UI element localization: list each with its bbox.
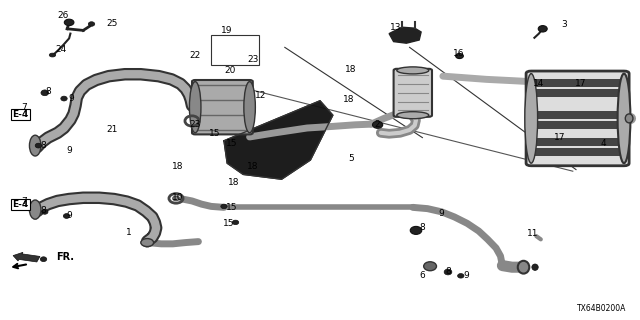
Bar (533, 138, 622, 146)
Ellipse shape (456, 53, 463, 59)
Text: 8: 8 (45, 87, 51, 96)
Polygon shape (389, 27, 421, 43)
Text: 2: 2 (375, 120, 380, 129)
Text: E-4: E-4 (12, 200, 29, 209)
Text: 9: 9 (439, 209, 444, 218)
Text: 4: 4 (600, 140, 605, 148)
Ellipse shape (173, 196, 179, 201)
Text: 25: 25 (106, 20, 118, 28)
Ellipse shape (88, 22, 95, 26)
Ellipse shape (65, 19, 74, 26)
Text: 17: 17 (554, 133, 566, 142)
Ellipse shape (458, 274, 464, 278)
Ellipse shape (424, 262, 436, 271)
Ellipse shape (63, 214, 70, 219)
Text: 18: 18 (345, 65, 356, 74)
Text: 8: 8 (445, 267, 451, 276)
Ellipse shape (29, 200, 41, 219)
Ellipse shape (410, 227, 422, 234)
Text: 3: 3 (562, 20, 567, 29)
FancyBboxPatch shape (394, 69, 432, 117)
Ellipse shape (35, 143, 42, 148)
Text: 17: 17 (575, 79, 587, 88)
Text: 26: 26 (57, 11, 68, 20)
Polygon shape (224, 101, 333, 179)
Text: TX64B0200A: TX64B0200A (577, 304, 626, 313)
Text: E-4: E-4 (12, 110, 29, 119)
Bar (211, 35, 259, 65)
Ellipse shape (532, 264, 538, 270)
Ellipse shape (397, 112, 429, 119)
Text: 15: 15 (226, 203, 237, 212)
Ellipse shape (618, 74, 630, 163)
Ellipse shape (372, 121, 383, 128)
Text: 9: 9 (67, 211, 72, 220)
Bar (533, 121, 622, 129)
Text: 23: 23 (247, 55, 259, 64)
Ellipse shape (518, 261, 529, 274)
Text: 12: 12 (255, 91, 267, 100)
Bar (533, 111, 622, 119)
Text: 21: 21 (106, 125, 118, 134)
Ellipse shape (49, 53, 56, 57)
Text: 15: 15 (226, 139, 237, 148)
Ellipse shape (397, 67, 429, 74)
Ellipse shape (444, 269, 452, 275)
Bar (533, 89, 622, 97)
Ellipse shape (625, 114, 633, 123)
Text: 8: 8 (420, 223, 425, 232)
Bar (533, 148, 622, 156)
Ellipse shape (525, 74, 538, 163)
Text: FR.: FR. (56, 252, 74, 262)
Text: 24: 24 (55, 45, 67, 54)
Text: 15: 15 (223, 220, 235, 228)
Text: 9: 9 (69, 94, 74, 103)
Text: 19: 19 (221, 26, 233, 35)
Text: 20: 20 (225, 66, 236, 75)
Ellipse shape (221, 204, 227, 209)
Text: 8: 8 (41, 141, 46, 150)
Text: 1: 1 (127, 228, 132, 237)
Text: 10: 10 (172, 193, 184, 202)
Text: 16: 16 (452, 49, 464, 58)
Text: 18: 18 (343, 95, 355, 104)
Text: 18: 18 (228, 178, 239, 187)
Text: 7: 7 (22, 103, 27, 112)
Ellipse shape (42, 209, 48, 214)
Text: 11: 11 (527, 229, 538, 238)
Ellipse shape (61, 96, 67, 101)
Text: 22: 22 (189, 52, 201, 60)
Text: 23: 23 (189, 120, 201, 129)
Text: 8: 8 (41, 206, 46, 215)
Bar (533, 79, 622, 87)
Ellipse shape (232, 220, 239, 225)
Text: 9: 9 (67, 146, 72, 155)
Ellipse shape (40, 257, 47, 262)
Text: 6: 6 (420, 271, 425, 280)
Ellipse shape (141, 239, 154, 246)
Text: 18: 18 (247, 162, 259, 171)
Text: 5: 5 (348, 154, 353, 163)
FancyBboxPatch shape (192, 80, 253, 134)
Text: 18: 18 (172, 162, 184, 171)
Ellipse shape (189, 82, 201, 133)
Ellipse shape (244, 82, 255, 133)
FancyArrow shape (13, 252, 40, 262)
Ellipse shape (41, 90, 49, 96)
FancyBboxPatch shape (526, 71, 629, 166)
Ellipse shape (538, 26, 547, 32)
Text: 15: 15 (209, 129, 220, 138)
Text: 14: 14 (533, 79, 545, 88)
Text: 7: 7 (22, 197, 27, 206)
Ellipse shape (29, 135, 41, 156)
Text: 13: 13 (390, 23, 401, 32)
Text: 9: 9 (463, 271, 468, 280)
